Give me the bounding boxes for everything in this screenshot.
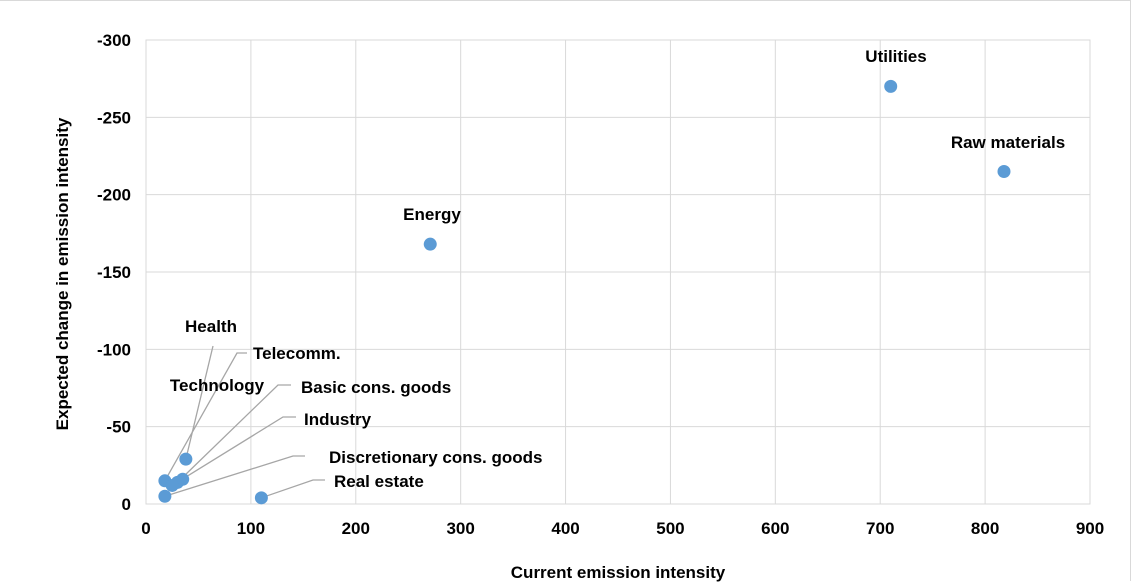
data-points bbox=[158, 79, 1011, 505]
data-label: Telecomm. bbox=[253, 344, 341, 363]
leader-line bbox=[164, 352, 247, 482]
y-axis-title: Expected change in emission intensity bbox=[53, 117, 72, 430]
point-labels: Utilities Raw materials Energy Health Teleco… bbox=[170, 47, 1065, 491]
leader-line bbox=[261, 479, 325, 499]
y-tick-label: -100 bbox=[97, 340, 131, 359]
data-point bbox=[165, 478, 179, 492]
data-point bbox=[997, 164, 1011, 178]
y-tick-label: -300 bbox=[97, 31, 131, 50]
x-axis-title: Current emission intensity bbox=[511, 563, 726, 582]
data-point bbox=[179, 452, 193, 466]
y-tick-label: -50 bbox=[106, 418, 131, 437]
leader-line bbox=[177, 384, 291, 483]
plot-area-border bbox=[145, 39, 1091, 505]
leader-lines bbox=[164, 345, 325, 499]
x-tick-label: 200 bbox=[342, 519, 370, 538]
x-tick-label: 700 bbox=[866, 519, 894, 538]
data-point bbox=[884, 79, 898, 93]
x-tick-label: 0 bbox=[141, 519, 150, 538]
data-label: Energy bbox=[403, 205, 461, 224]
data-point bbox=[254, 491, 268, 505]
leader-line bbox=[164, 455, 305, 497]
data-point bbox=[423, 237, 437, 251]
data-label: Health bbox=[185, 317, 237, 336]
data-label: Raw materials bbox=[951, 133, 1065, 152]
data-label: Discretionary cons. goods bbox=[329, 448, 543, 467]
y-tick-label: -250 bbox=[97, 108, 131, 127]
grid bbox=[145, 39, 1091, 505]
leader-line bbox=[171, 416, 296, 486]
x-tick-label: 500 bbox=[656, 519, 684, 538]
data-label: Industry bbox=[304, 410, 372, 429]
y-tick-label: 0 bbox=[122, 495, 131, 514]
leader-line bbox=[185, 345, 214, 460]
x-tick-label: 600 bbox=[761, 519, 789, 538]
y-tick-label: -200 bbox=[97, 186, 131, 205]
y-tick-labels: 0 -50 -100 -150 -200 -250 -300 bbox=[97, 31, 131, 514]
x-tick-label: 400 bbox=[551, 519, 579, 538]
data-label: Utilities bbox=[865, 47, 926, 66]
x-tick-label: 900 bbox=[1076, 519, 1104, 538]
data-point bbox=[158, 489, 172, 503]
x-tick-label: 300 bbox=[446, 519, 474, 538]
x-tick-label: 800 bbox=[971, 519, 999, 538]
y-tick-label: -150 bbox=[97, 263, 131, 282]
data-label: Technology bbox=[170, 376, 265, 395]
x-tick-labels: 0 100 200 300 400 500 600 700 800 900 bbox=[141, 519, 1104, 538]
x-tick-label: 100 bbox=[237, 519, 265, 538]
data-label: Basic cons. goods bbox=[301, 378, 451, 397]
data-label: Real estate bbox=[334, 472, 424, 491]
